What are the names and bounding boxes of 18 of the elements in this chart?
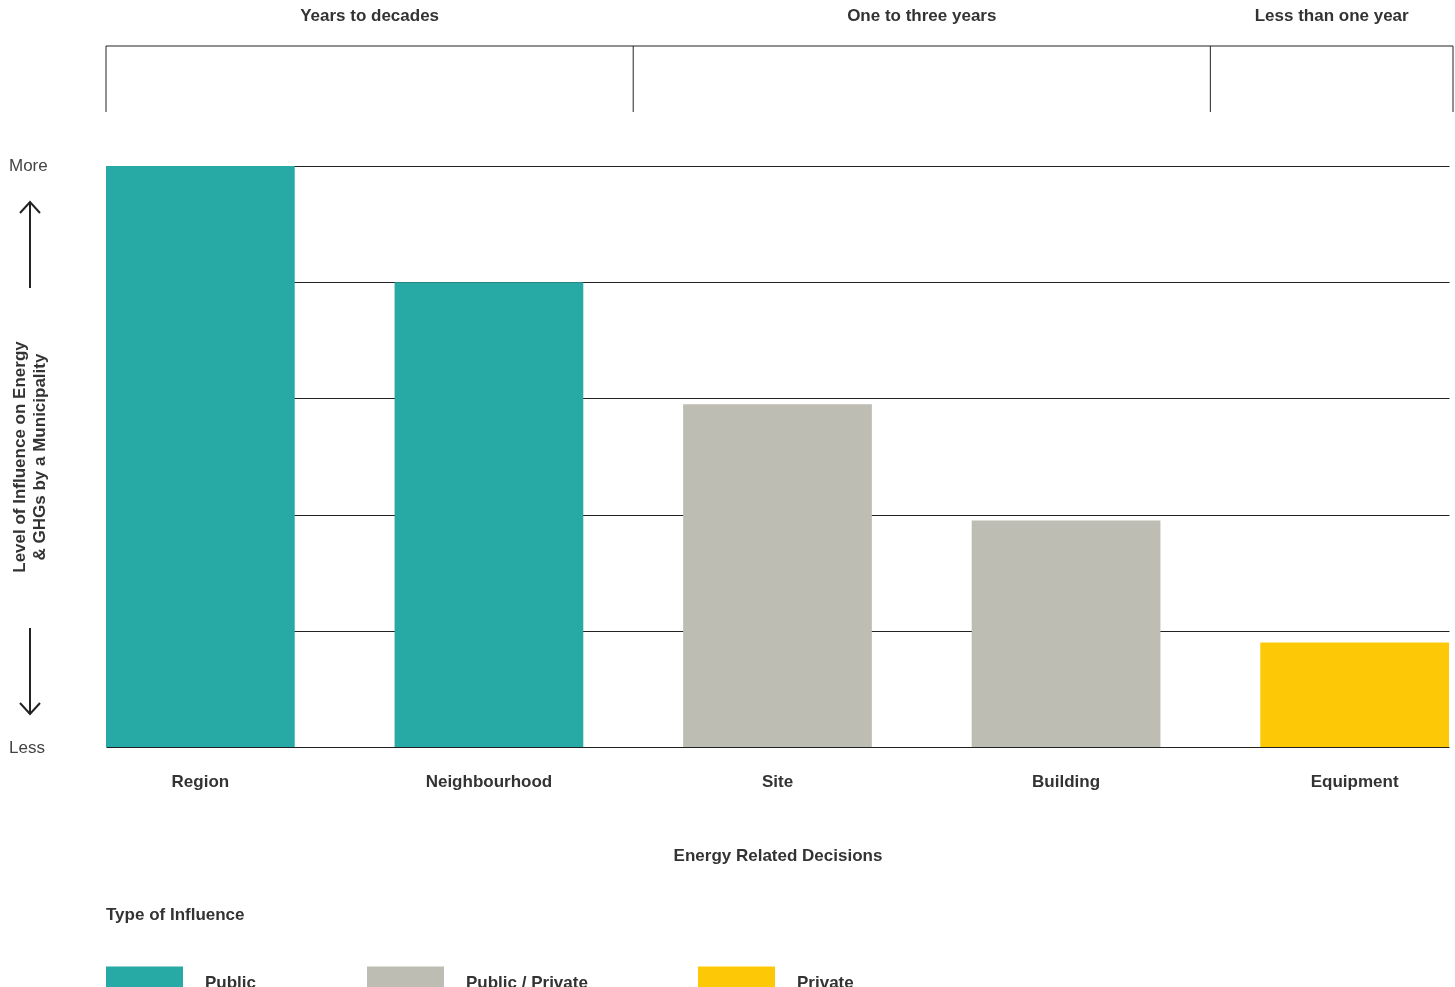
- bar: [683, 404, 872, 747]
- bar: [106, 166, 295, 747]
- text: More: [9, 156, 48, 176]
- x-axis-title: Energy Related Decisions: [673, 845, 883, 865]
- text: Less: [9, 738, 45, 758]
- bar: [971, 520, 1161, 747]
- bar: [1260, 642, 1449, 747]
- x-tick-label: Building: [1032, 771, 1101, 791]
- x-tick-label: Neighbourhood: [425, 771, 553, 791]
- legend-title: Type of Influence: [106, 905, 245, 924]
- x-tick-label: Region: [171, 771, 230, 791]
- y-axis-title: Level of Influence on Energy & GHGs by a Municipality: [9, 340, 49, 573]
- x-tick-label: Equipment: [1310, 771, 1399, 791]
- text: Less than one year: [1254, 6, 1409, 26]
- text: One to three years: [847, 6, 997, 26]
- text: Years to decades: [300, 6, 440, 26]
- bar: [394, 282, 584, 747]
- x-tick-label: Site: [761, 771, 794, 791]
